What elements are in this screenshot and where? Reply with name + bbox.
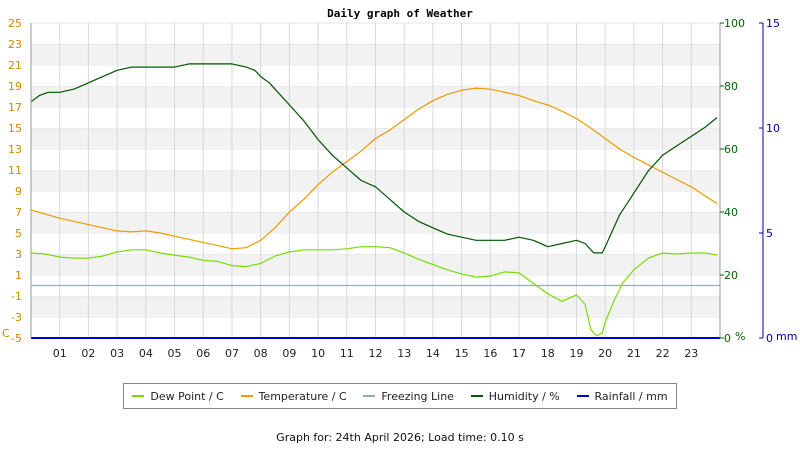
- rainfall-tick-label: 15: [766, 17, 780, 30]
- humidity-tick-label: 0: [724, 332, 731, 345]
- humidity-tick-label: 40: [724, 206, 738, 219]
- left-tick-label: -1: [11, 290, 22, 303]
- humidity-tick-label: 20: [724, 269, 738, 282]
- x-tick-label: 09: [282, 347, 296, 360]
- x-tick-label: 10: [311, 347, 325, 360]
- legend-swatch-humidity: [470, 395, 483, 397]
- x-tick-label: 11: [340, 347, 354, 360]
- left-axis-ticks: 25 23 21 19 17 15 13 11 9 7 5 3 1 -1 -3 -5: [8, 17, 22, 345]
- legend-item-humidity: Humidity / %: [470, 389, 560, 403]
- left-tick-label: -5: [11, 332, 22, 345]
- x-tick-label: 13: [397, 347, 411, 360]
- x-tick-label: 18: [541, 347, 555, 360]
- x-tick-label: 20: [598, 347, 612, 360]
- left-tick-label: 23: [8, 38, 22, 51]
- rainfall-tick-label: 0: [766, 332, 773, 345]
- left-axis-unit: C: [2, 327, 10, 340]
- left-tick-label: 17: [8, 101, 22, 114]
- x-tick-label: 01: [53, 347, 67, 360]
- x-tick-label: 15: [455, 347, 469, 360]
- left-tick-label: 7: [15, 206, 22, 219]
- x-tick-label: 21: [627, 347, 641, 360]
- x-tick-label: 19: [569, 347, 583, 360]
- left-tick-label: 5: [15, 227, 22, 240]
- footer-status: Graph for: 24th April 2026; Load time: 0…: [276, 431, 524, 444]
- axes: [30, 23, 764, 338]
- left-tick-label: 11: [8, 164, 22, 177]
- left-tick-label: 13: [8, 143, 22, 156]
- legend-item-rainfall: Rainfall / mm: [576, 389, 668, 403]
- series-lines: [30, 63, 720, 339]
- x-tick-label: 07: [225, 347, 239, 360]
- legend-swatch-rainfall: [576, 395, 589, 397]
- humidity-tick-label: 80: [724, 80, 738, 93]
- left-tick-label: 9: [15, 185, 22, 198]
- humidity-tick-label: 60: [724, 143, 738, 156]
- legend-item-freezing-line: Freezing Line: [363, 390, 454, 403]
- left-tick-label: 25: [8, 17, 22, 30]
- x-tick-label: 08: [254, 347, 268, 360]
- x-tick-label: 04: [139, 347, 153, 360]
- legend-swatch-temperature: [240, 395, 253, 397]
- x-tick-label: 22: [656, 347, 670, 360]
- x-tick-label: 17: [512, 347, 526, 360]
- legend-swatch-dew-point: [132, 395, 145, 397]
- chart-title: Daily graph of Weather: [327, 7, 473, 20]
- rainfall-tick-label: 10: [766, 122, 780, 135]
- rainfall-tick-label: 5: [766, 227, 773, 240]
- rainfall-axis-unit: mm: [776, 330, 797, 343]
- legend-swatch-freezing-line: [363, 395, 376, 397]
- x-tick-label: 05: [168, 347, 182, 360]
- x-tick-label: 12: [369, 347, 383, 360]
- x-tick-label: 23: [684, 347, 698, 360]
- left-tick-label: -3: [11, 311, 22, 324]
- legend-label-freezing-line: Freezing Line: [381, 389, 454, 403]
- legend-label-dew-point: Dew Point / C: [150, 389, 224, 403]
- humidity-tick-label: 100: [724, 17, 745, 30]
- x-tick-label: 06: [196, 347, 210, 360]
- left-tick-label: 15: [8, 122, 22, 135]
- x-tick-label: 16: [483, 347, 497, 360]
- legend-item-temperature: Temperature / C: [240, 389, 347, 403]
- left-tick-label: 1: [15, 269, 22, 282]
- x-tick-label: 03: [110, 347, 124, 360]
- series-line-temperature-c: [30, 87, 718, 250]
- humidity-axis-ticks: 100 80 60 40 20 0: [720, 17, 745, 345]
- series-line-humidity: [30, 63, 718, 254]
- legend-item-dew-point: Dew Point / C: [132, 389, 224, 403]
- humidity-axis-unit: %: [735, 330, 745, 343]
- legend: Dew Point / C Temperature / C Freezing L…: [123, 383, 677, 409]
- left-tick-label: 19: [8, 80, 22, 93]
- left-tick-label: 21: [8, 59, 22, 72]
- legend-label-humidity: Humidity / %: [488, 389, 560, 403]
- series-line-dew-point-c: [30, 246, 718, 337]
- x-tick-label: 14: [426, 347, 440, 360]
- rainfall-axis-ticks: 15 10 5 0: [759, 17, 780, 345]
- legend-label-rainfall: Rainfall / mm: [594, 389, 668, 403]
- left-tick-label: 3: [15, 248, 22, 261]
- legend-label-temperature: Temperature / C: [258, 389, 347, 403]
- x-tick-label: 02: [81, 347, 95, 360]
- x-axis-ticks: 01 02 03 04 05 06 07 08 09 10 11 12 13 14 15 16 17 18 19 20…: [53, 347, 699, 360]
